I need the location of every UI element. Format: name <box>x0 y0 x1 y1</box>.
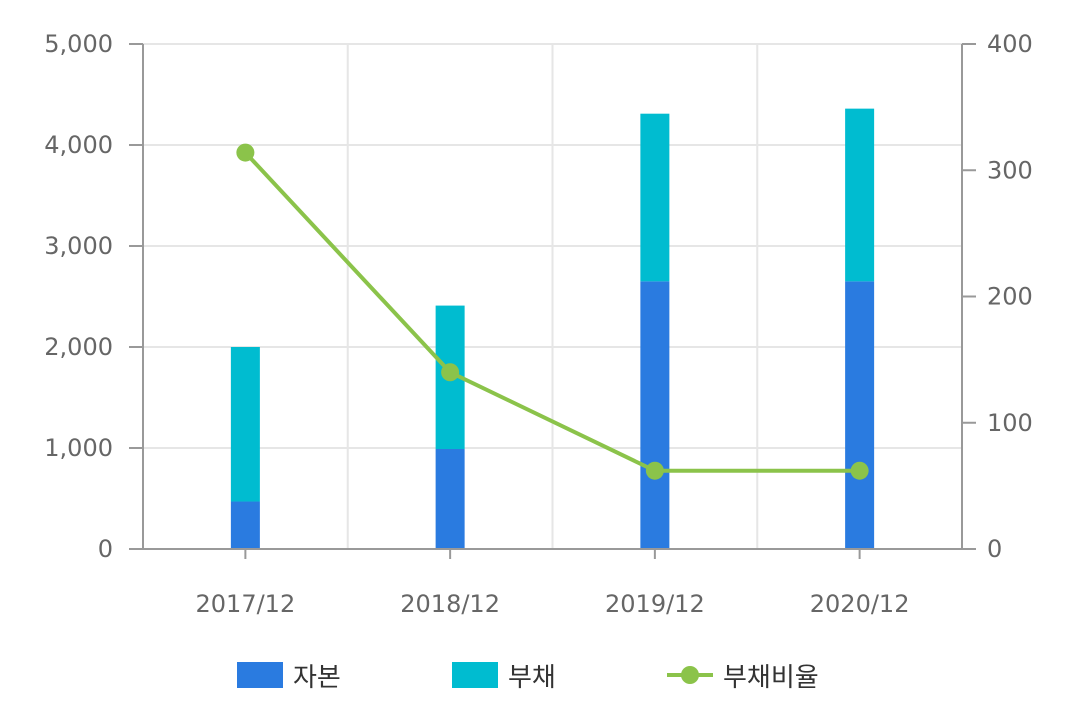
bar-부채 <box>640 113 670 282</box>
y-right-tick-label: 0 <box>987 535 1002 563</box>
legend-label-자본: 자본 <box>293 663 341 693</box>
point-부채비율 <box>441 363 460 382</box>
legend-marker-부채비율 <box>681 666 699 684</box>
y-right-tick-label: 200 <box>987 283 1033 311</box>
legend: 자본 부채 부채비율 <box>237 662 819 693</box>
tick-labels: 0 1,000 2,000 3,000 4,000 5,000 0 100 200 300 400 2… <box>44 30 1033 618</box>
legend-swatch-부채 <box>452 662 498 688</box>
bar-자본 <box>435 449 465 549</box>
x-tick-label: 2019/12 <box>605 590 705 618</box>
y-right-tick-label: 400 <box>987 30 1033 58</box>
y-left-tick-label: 5,000 <box>44 30 113 58</box>
bar-부채 <box>230 347 260 502</box>
y-left-tick-label: 1,000 <box>44 434 113 462</box>
y-left-tick-label: 3,000 <box>44 232 113 260</box>
point-부채비율 <box>645 461 664 480</box>
legend-swatch-자본 <box>237 662 283 688</box>
legend-label-부채비율: 부채비율 <box>723 663 819 693</box>
point-부채비율 <box>850 461 869 480</box>
x-tick-label: 2017/12 <box>196 590 296 618</box>
ratio-line <box>236 143 869 480</box>
legend-label-부채: 부채 <box>508 663 556 693</box>
x-tick-label: 2020/12 <box>810 590 910 618</box>
bar-자본 <box>230 501 260 549</box>
axes <box>129 43 976 559</box>
line-부채비율 <box>243 151 860 473</box>
y-right-tick-label: 300 <box>987 156 1033 184</box>
y-left-tick-label: 2,000 <box>44 333 113 361</box>
y-left-tick-label: 0 <box>98 535 113 563</box>
bar-부채 <box>845 108 875 282</box>
point-부채비율 <box>236 143 255 162</box>
bar-자본 <box>640 281 670 549</box>
bar-자본 <box>845 281 875 549</box>
grid <box>143 43 962 549</box>
y-left-tick-label: 4,000 <box>44 131 113 159</box>
y-right-tick-label: 100 <box>987 409 1033 437</box>
x-tick-label: 2018/12 <box>400 590 500 618</box>
